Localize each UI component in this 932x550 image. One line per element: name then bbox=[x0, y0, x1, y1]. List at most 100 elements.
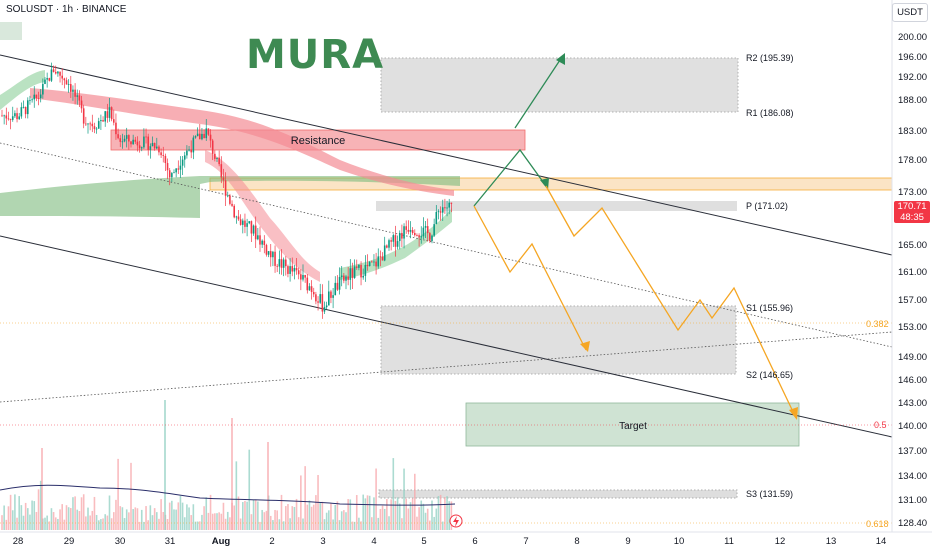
price-tick-label: 140.00 bbox=[898, 421, 927, 432]
volume-bar bbox=[220, 513, 223, 530]
candle-body bbox=[293, 267, 296, 272]
time-tick-label: 6 bbox=[472, 536, 477, 547]
candle-body bbox=[87, 123, 89, 125]
price-axis[interactable]: 200.00 196.00 192.00 188.00 183.00 178.00 173.… bbox=[891, 0, 927, 532]
candle-body bbox=[321, 294, 324, 312]
candle-body bbox=[295, 267, 298, 271]
volume-bar bbox=[216, 513, 218, 530]
candle-body bbox=[317, 301, 319, 303]
volume-bar bbox=[379, 508, 382, 530]
resistance-label: Resistance bbox=[291, 135, 345, 147]
candle-body bbox=[16, 113, 18, 120]
candle-body bbox=[360, 264, 362, 278]
volume-bar bbox=[252, 499, 255, 530]
volume-bar bbox=[407, 508, 410, 530]
green-breakout-path bbox=[514, 56, 563, 129]
volume-bar bbox=[229, 517, 231, 530]
brand-watermark: MURA bbox=[246, 32, 385, 78]
currency-button[interactable]: USDT bbox=[892, 3, 928, 22]
candle-body bbox=[280, 259, 283, 268]
price-tick-label: 143.00 bbox=[898, 398, 927, 409]
candle-body bbox=[379, 256, 382, 258]
volume-bar bbox=[433, 516, 435, 530]
volume-bar bbox=[437, 496, 440, 530]
fib-05-label: 0.5 bbox=[874, 420, 887, 430]
candle-body bbox=[325, 305, 328, 308]
volume-bar bbox=[360, 521, 362, 530]
candle-body bbox=[54, 71, 57, 74]
candle-body bbox=[450, 202, 453, 204]
volume-bar bbox=[138, 521, 141, 530]
volume-bar bbox=[308, 500, 311, 530]
candle-body bbox=[27, 100, 29, 115]
volume-bar bbox=[282, 521, 285, 530]
candle-body bbox=[375, 261, 377, 267]
green-projection-path bbox=[473, 148, 547, 207]
volume-bar bbox=[143, 521, 145, 530]
candle-body bbox=[171, 173, 173, 178]
candle-body bbox=[123, 138, 126, 142]
volume-bar bbox=[100, 519, 102, 530]
candle-body bbox=[390, 240, 392, 242]
volume-bar bbox=[332, 519, 334, 530]
volume-bar bbox=[349, 499, 352, 530]
price-tick-label: 192.00 bbox=[898, 72, 927, 83]
candle-body bbox=[128, 135, 130, 142]
volume-bar bbox=[321, 501, 324, 530]
volume-bar bbox=[377, 517, 380, 530]
candle-body bbox=[63, 78, 66, 81]
volume-bar bbox=[358, 517, 360, 530]
volume-bar bbox=[29, 514, 31, 530]
r2-label: R2 (195.39) bbox=[746, 53, 794, 63]
volume-bar bbox=[431, 500, 433, 530]
volume-bar bbox=[76, 509, 79, 530]
price-tick-label: 128.40 bbox=[898, 518, 927, 529]
candle-body bbox=[207, 128, 210, 135]
bar-countdown: 48:35 bbox=[900, 212, 924, 223]
volume-bar bbox=[306, 504, 309, 530]
price-tick-label: 183.00 bbox=[898, 126, 927, 137]
s1-s2-zone bbox=[380, 305, 737, 375]
red-ma-band bbox=[30, 88, 454, 196]
time-tick-label: 5 bbox=[421, 536, 426, 547]
candle-body bbox=[199, 133, 201, 140]
price-tick-label: 153.00 bbox=[898, 322, 927, 333]
candle-body bbox=[140, 147, 143, 149]
candle-body bbox=[22, 106, 25, 108]
volume-bar bbox=[186, 504, 188, 530]
price-tick-label: 137.00 bbox=[898, 446, 927, 457]
volume-bar bbox=[59, 509, 61, 530]
candle-body bbox=[188, 149, 190, 151]
volume-bar bbox=[254, 499, 257, 530]
volume-bar bbox=[244, 500, 246, 530]
volume-bar bbox=[162, 511, 165, 530]
candle-body bbox=[158, 146, 160, 153]
volume-bar bbox=[401, 518, 403, 530]
candle-body bbox=[29, 99, 31, 101]
time-tick-label: 28 bbox=[13, 536, 24, 547]
candle-body bbox=[214, 153, 216, 159]
volume-bar bbox=[293, 506, 296, 530]
price-tick-label: 157.00 bbox=[898, 295, 927, 306]
candle-body bbox=[175, 168, 177, 173]
volume-bar bbox=[289, 518, 291, 530]
candle-body bbox=[48, 78, 51, 81]
green-arrow-head-2 bbox=[556, 53, 565, 65]
candle-body bbox=[330, 291, 332, 298]
candle-body bbox=[209, 134, 212, 141]
lightning-alert-icon[interactable] bbox=[449, 514, 463, 528]
candle-body bbox=[44, 79, 46, 84]
volume-bar bbox=[171, 500, 173, 530]
candle-body bbox=[323, 307, 326, 312]
candle-body bbox=[108, 107, 111, 118]
candle-body bbox=[444, 207, 446, 209]
volume-bar bbox=[16, 517, 18, 530]
price-tick-label: 146.00 bbox=[898, 375, 927, 386]
volume-bar bbox=[31, 500, 33, 530]
candle-body bbox=[422, 227, 425, 237]
volume-bar bbox=[160, 499, 162, 530]
candle-body bbox=[392, 235, 395, 242]
time-axis[interactable]: 28 29 30 31 Aug 2 3 4 5 6 7 8 9 10 11 12 13 14 bbox=[0, 531, 932, 547]
p-label: P (171.02) bbox=[746, 201, 788, 211]
